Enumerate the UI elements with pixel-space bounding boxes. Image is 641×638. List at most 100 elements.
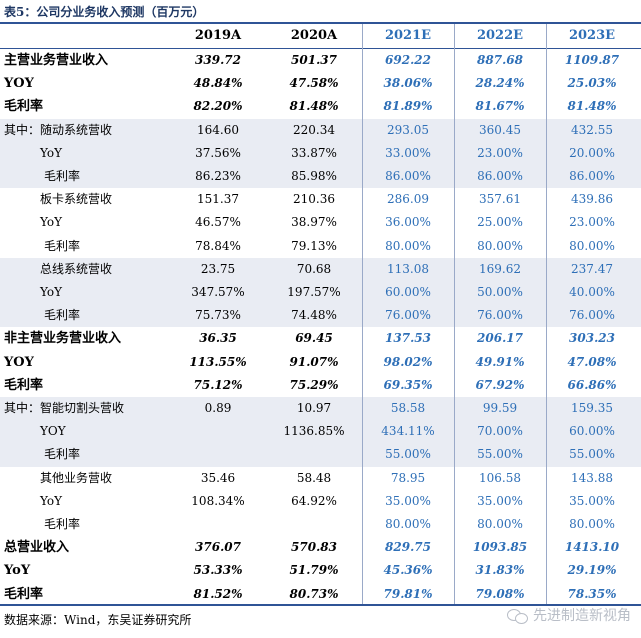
table-cell: 86.00% bbox=[569, 169, 615, 183]
table-cell: 151.37 bbox=[197, 192, 239, 207]
table-cell: 76.00% bbox=[385, 308, 431, 323]
table-caption: 表5：公司分业务收入预测（百万元） bbox=[4, 5, 205, 19]
table-row: 总线系统营收 23.75 70.68 113.08 169.62 237.47 bbox=[0, 257, 641, 281]
table-cell: 91.07% bbox=[289, 354, 339, 369]
row-label: YoY bbox=[40, 493, 63, 508]
table-cell: 78.95 bbox=[390, 470, 426, 485]
table-cell: 360.45 bbox=[479, 122, 521, 137]
table-cell: 0.89 bbox=[204, 401, 232, 415]
table-cell: 78.35% bbox=[567, 586, 617, 601]
col-header-2020a: 2020A bbox=[290, 28, 338, 43]
row-label: 毛利率 bbox=[4, 99, 44, 115]
row-label: 非主营业务营业收入 bbox=[4, 331, 122, 347]
table-cell: 75.73% bbox=[195, 308, 241, 323]
table-row: YoY 46.57% 38.97% 36.00% 25.00% 23.00% bbox=[0, 211, 641, 234]
table-cell: 376.07 bbox=[195, 540, 241, 555]
table-cell: 434.11% bbox=[381, 424, 435, 439]
col-header-2022e: 2022E bbox=[476, 28, 524, 43]
table-row: YOY 48.84% 47.58% 38.06% 28.24% 25.03% bbox=[0, 72, 641, 95]
table-cell: 36.00% bbox=[385, 215, 431, 230]
row-label: 毛利率 bbox=[44, 308, 81, 323]
table-cell: 25.00% bbox=[477, 215, 523, 230]
table-row: 毛利率 78.84% 79.13% 80.00% 80.00% 80.00% bbox=[0, 235, 641, 258]
table-row: YoY 53.33% 51.79% 45.36% 31.83% 29.19% bbox=[0, 559, 641, 582]
row-label: 其中：智能切割头营收 bbox=[4, 401, 125, 415]
table-cell: 20.00% bbox=[569, 145, 615, 160]
table-cell bbox=[266, 513, 362, 536]
row-label: YOY bbox=[40, 424, 66, 439]
table-row: 毛利率 75.73% 74.48% 76.00% 76.00% 76.00% bbox=[0, 304, 641, 328]
table-cell: 38.06% bbox=[383, 76, 433, 91]
table-cell: 829.75 bbox=[385, 540, 431, 555]
row-label: YoY bbox=[40, 285, 63, 299]
table-cell: 220.34 bbox=[293, 122, 335, 137]
table-cell: 49.91% bbox=[475, 354, 525, 369]
table-row: 毛利率 82.20% 81.48% 81.89% 81.67% 81.48% bbox=[0, 95, 641, 118]
table-cell: 66.86% bbox=[567, 377, 617, 392]
table-cell: 35.00% bbox=[569, 493, 615, 508]
table-cell: 143.88 bbox=[571, 470, 613, 485]
row-label: 主营业务营业收入 bbox=[4, 53, 109, 68]
table-cell: 432.55 bbox=[571, 122, 613, 137]
table-row: 其他业务营收 35.46 58.48 78.95 106.58 143.88 bbox=[0, 467, 641, 490]
header-rule bbox=[0, 48, 641, 49]
table-cell: 79.13% bbox=[291, 238, 337, 253]
table-cell: 80.00% bbox=[569, 517, 615, 531]
table-cell: 339.72 bbox=[195, 53, 241, 67]
table-row: YoY 37.56% 33.87% 33.00% 23.00% 20.00% bbox=[0, 141, 641, 165]
table-cell: 113.55% bbox=[189, 354, 247, 369]
table-cell: 69.45 bbox=[295, 331, 333, 346]
table-row: YOY 1136.85% 434.11% 70.00% 60.00% bbox=[0, 420, 641, 444]
table-cell: 80.00% bbox=[385, 517, 431, 531]
table-cell: 169.62 bbox=[479, 261, 521, 276]
table-cell: 108.34% bbox=[191, 493, 245, 508]
table-cell: 98.02% bbox=[383, 354, 433, 369]
table-cell: 887.68 bbox=[477, 53, 523, 67]
col-header-2021e: 2021E bbox=[384, 28, 432, 43]
table-cell: 45.36% bbox=[383, 563, 433, 578]
table-cell: 570.83 bbox=[291, 540, 337, 555]
table-cell: 60.00% bbox=[385, 285, 431, 299]
table-cell: 23.00% bbox=[477, 145, 523, 160]
table-cell: 80.00% bbox=[477, 238, 523, 253]
row-label: YoY bbox=[40, 215, 63, 230]
table-cell: 86.00% bbox=[477, 169, 523, 183]
table-cell: 78.84% bbox=[195, 238, 241, 253]
table-cell: 74.48% bbox=[291, 308, 337, 323]
bottom-rule bbox=[0, 604, 641, 606]
table-cell: 206.17 bbox=[477, 331, 523, 346]
table-cell: 79.81% bbox=[383, 586, 433, 601]
table-cell: 55.00% bbox=[385, 447, 431, 462]
table-cell: 55.00% bbox=[569, 447, 615, 462]
table-row: 毛利率 55.00% 55.00% 55.00% bbox=[0, 443, 641, 467]
table-cell: 137.53 bbox=[385, 331, 431, 346]
table-cell: 64.92% bbox=[291, 493, 337, 508]
table-cell: 10.97 bbox=[296, 401, 332, 415]
source-note: 数据来源：Wind，东吴证券研究所 bbox=[4, 613, 192, 627]
table-cell: 46.57% bbox=[195, 215, 241, 230]
table-cell: 75.29% bbox=[289, 377, 339, 392]
row-label: 毛利率 bbox=[44, 169, 81, 183]
table-cell: 99.59 bbox=[482, 401, 518, 415]
wechat-icon bbox=[507, 608, 529, 624]
table-cell: 197.57% bbox=[287, 285, 341, 299]
table-cell: 70.68 bbox=[296, 261, 332, 276]
table-cell: 76.00% bbox=[477, 308, 523, 323]
table-cell: 501.37 bbox=[291, 53, 337, 67]
table-row: 非主营业务营业收入 36.35 69.45 137.53 206.17 303.23 bbox=[0, 327, 641, 350]
table-cell: 58.58 bbox=[390, 401, 426, 415]
table-cell: 80.00% bbox=[569, 238, 615, 253]
table-cell: 38.97% bbox=[291, 215, 337, 230]
column-divider bbox=[454, 24, 455, 604]
table-cell: 51.79% bbox=[289, 563, 339, 578]
table-cell: 86.23% bbox=[195, 169, 241, 183]
row-label: YOY bbox=[4, 354, 34, 370]
row-label: 毛利率 bbox=[44, 238, 81, 253]
col-header-2019a: 2019A bbox=[194, 28, 242, 43]
table-cell: 50.00% bbox=[477, 285, 523, 299]
table-row: 板卡系统营收 151.37 210.36 286.09 357.61 439.86 bbox=[0, 188, 641, 211]
table-cell: 29.19% bbox=[567, 563, 617, 578]
table-cell: 1136.85% bbox=[283, 424, 345, 439]
table-cell: 33.87% bbox=[291, 145, 337, 160]
table-cell: 33.00% bbox=[385, 145, 431, 160]
